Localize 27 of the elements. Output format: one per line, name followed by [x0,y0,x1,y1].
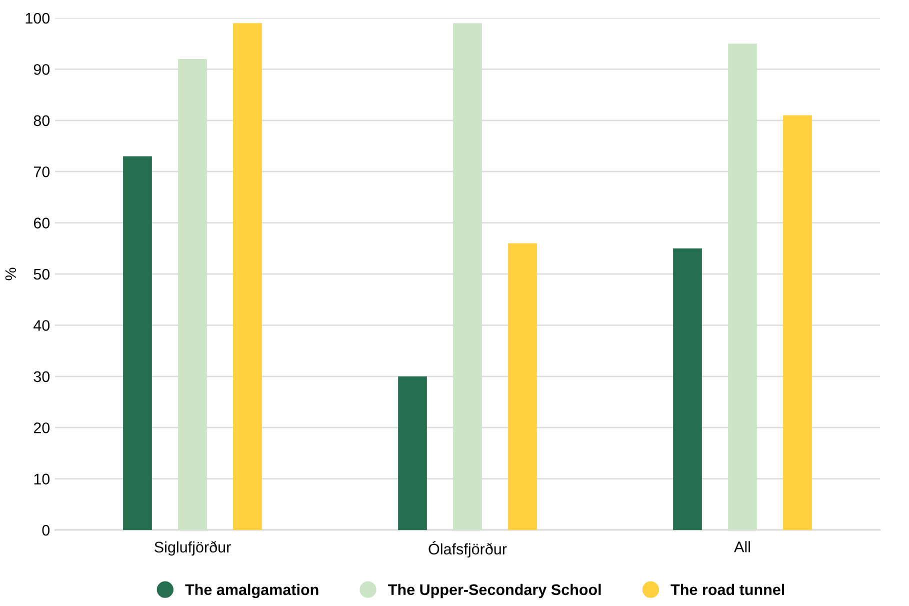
bar [508,243,537,530]
y-axis-title: % [5,268,16,280]
y-tick-label: 60 [34,218,50,228]
x-tick-label: Siglufjörður [154,541,231,556]
y-tick-label: 10 [34,474,50,484]
y-tick-label: 30 [34,371,50,382]
x-tick-label: Ólafsfjörður [428,541,507,558]
y-tick-label: 0 [42,524,50,536]
y-tick-label: 100 [26,12,50,24]
y-tick-label: 50 [34,268,50,280]
y-tick-label: 20 [34,422,50,434]
x-tick-label: All [734,541,750,552]
y-tick-label: 40 [34,320,50,331]
bar [123,156,152,530]
y-tick-label: 80 [34,115,50,126]
bar [673,248,702,530]
bar [233,23,262,530]
legend-label: The road tunnel [670,584,784,596]
y-tick-label: 90 [34,64,50,75]
y-tick-label: 70 [34,166,50,178]
bar [178,58,207,530]
legend-label: The Upper-Secondary School [388,584,601,598]
legend-label: The amalgamation [185,584,318,598]
bar [728,44,757,530]
bar [453,23,482,530]
bar [783,115,812,530]
bar [398,376,427,530]
